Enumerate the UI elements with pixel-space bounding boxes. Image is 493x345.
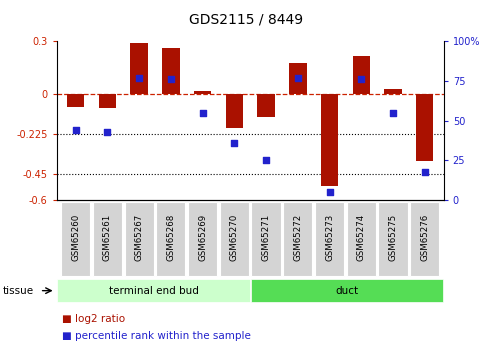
Point bbox=[72, 128, 80, 133]
Bar bbox=[156, 201, 185, 276]
Text: GSM65272: GSM65272 bbox=[293, 214, 302, 261]
Text: GSM65268: GSM65268 bbox=[167, 214, 176, 261]
Bar bbox=[162, 48, 179, 94]
Bar bbox=[226, 94, 243, 128]
Point bbox=[389, 110, 397, 116]
Text: GSM65273: GSM65273 bbox=[325, 214, 334, 261]
Text: GSM65269: GSM65269 bbox=[198, 214, 207, 261]
Bar bbox=[251, 279, 443, 302]
Bar bbox=[416, 94, 433, 161]
Point bbox=[230, 140, 238, 146]
Bar bbox=[347, 201, 376, 276]
Bar bbox=[57, 279, 249, 302]
Point bbox=[199, 110, 207, 116]
Text: GDS2115 / 8449: GDS2115 / 8449 bbox=[189, 12, 304, 26]
Bar bbox=[194, 91, 211, 94]
Point bbox=[104, 129, 111, 135]
Bar bbox=[67, 94, 84, 107]
Point bbox=[325, 189, 333, 195]
Text: GSM65275: GSM65275 bbox=[388, 214, 397, 261]
Point bbox=[135, 75, 143, 81]
Bar bbox=[99, 94, 116, 108]
Bar bbox=[321, 94, 338, 186]
Bar bbox=[220, 201, 249, 276]
Text: GSM65276: GSM65276 bbox=[420, 214, 429, 261]
Text: GSM65274: GSM65274 bbox=[357, 214, 366, 261]
Point bbox=[262, 158, 270, 163]
Text: GSM65267: GSM65267 bbox=[135, 214, 143, 261]
Point bbox=[294, 75, 302, 81]
Text: ■ percentile rank within the sample: ■ percentile rank within the sample bbox=[62, 332, 250, 341]
Bar bbox=[251, 201, 281, 276]
Text: GSM65271: GSM65271 bbox=[262, 214, 271, 261]
Bar bbox=[61, 201, 90, 276]
Bar bbox=[352, 56, 370, 94]
Text: GSM65261: GSM65261 bbox=[103, 214, 112, 261]
Point bbox=[421, 169, 428, 174]
Text: GSM65260: GSM65260 bbox=[71, 214, 80, 261]
Point bbox=[357, 77, 365, 82]
Bar bbox=[188, 201, 217, 276]
Bar bbox=[315, 201, 344, 276]
Text: ■ log2 ratio: ■ log2 ratio bbox=[62, 314, 125, 324]
Bar bbox=[378, 201, 408, 276]
Bar bbox=[283, 201, 313, 276]
Bar bbox=[93, 201, 122, 276]
Bar bbox=[384, 89, 402, 94]
Bar bbox=[257, 94, 275, 117]
Bar bbox=[125, 201, 154, 276]
Text: tissue: tissue bbox=[2, 286, 34, 296]
Bar bbox=[131, 43, 148, 94]
Text: GSM65270: GSM65270 bbox=[230, 214, 239, 261]
Text: duct: duct bbox=[335, 286, 358, 296]
Bar bbox=[289, 62, 307, 94]
Bar bbox=[410, 201, 439, 276]
Text: terminal end bud: terminal end bud bbox=[108, 286, 198, 296]
Point bbox=[167, 77, 175, 82]
